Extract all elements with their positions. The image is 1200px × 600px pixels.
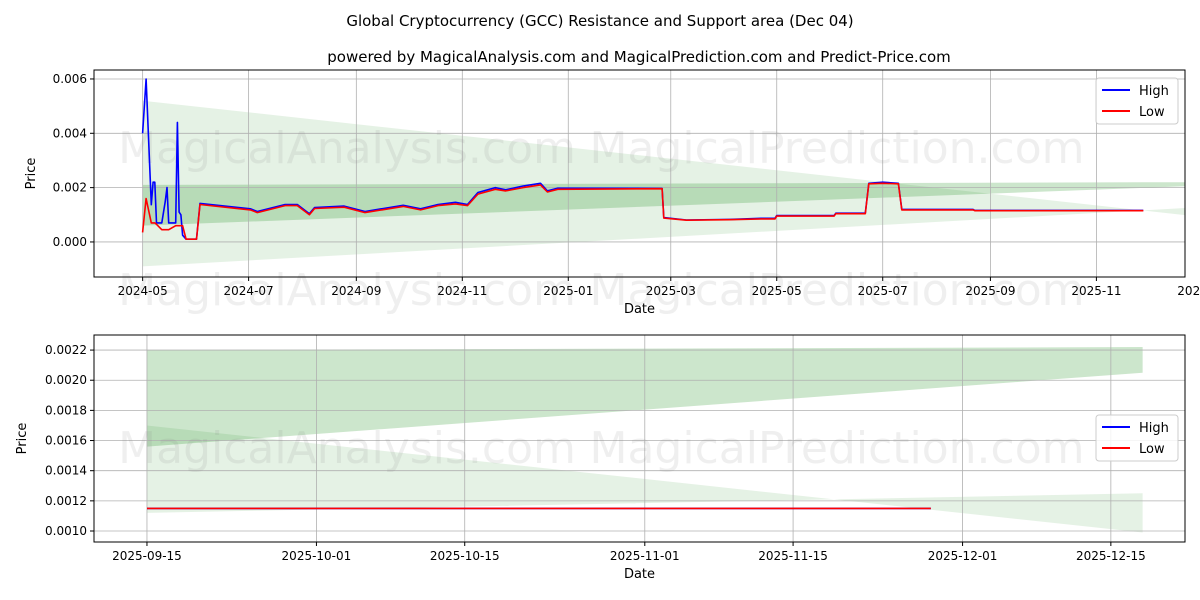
top-plot: 2024-05 2024-07 2024-09 2024-11 2025-01 2025-… <box>24 69 1200 317</box>
y-tick-label: 0.002 <box>53 181 87 195</box>
y-axis-label: Price <box>24 158 39 190</box>
y-tick-label: 0.006 <box>53 72 87 86</box>
watermark: MagicalAnalysis.com <box>118 265 576 316</box>
y-tick-label: 0.0022 <box>45 343 87 357</box>
x-tick-label: 2026-01 <box>1177 284 1200 298</box>
legend: High Low <box>1095 414 1179 462</box>
x-tick-label: 2025-11 <box>1071 284 1121 298</box>
legend-label-high: High <box>1139 421 1169 436</box>
chart-title: Global Cryptocurrency (GCC) Resistance a… <box>346 12 853 30</box>
watermark: MagicalPrediction.com <box>590 265 1085 316</box>
axes-frame <box>93 334 1186 543</box>
y-tick-label: 0.0018 <box>45 403 87 417</box>
x-axis-label: Date <box>624 567 655 582</box>
x-tick-label: 2024-09 <box>331 284 381 298</box>
legend: High Low <box>1095 77 1179 125</box>
x-tick-label: 2025-09-15 <box>112 549 182 563</box>
x-tick-label: 2024-05 <box>118 284 168 298</box>
support-band <box>142 100 1185 267</box>
chart-subtitle: powered by MagicalAnalysis.com and Magic… <box>327 48 951 66</box>
y-axis-label: Price <box>15 423 30 455</box>
x-tick-label: 2024-11 <box>437 284 487 298</box>
x-tick-label: 2024-07 <box>224 284 274 298</box>
y-tick-label: 0.0012 <box>45 494 87 508</box>
x-tick-label: 2025-03 <box>646 284 696 298</box>
watermark: MagicalPrediction.com <box>590 123 1085 174</box>
y-tick-label: 0.0014 <box>45 464 87 478</box>
x-tick-label: 2025-09 <box>965 284 1015 298</box>
watermark: MagicalPrediction.com <box>590 423 1085 474</box>
x-tick-label: 2025-11-01 <box>610 549 680 563</box>
x-tick-label: 2025-10-15 <box>430 549 500 563</box>
x-tick-label: 2025-07 <box>858 284 908 298</box>
watermark: MagicalAnalysis.com <box>118 423 576 474</box>
watermark: MagicalAnalysis.com <box>118 123 576 174</box>
x-axis-label: Date <box>624 302 655 317</box>
y-tick-label: 0.004 <box>53 126 87 140</box>
x-tick-label: 2025-05 <box>752 284 802 298</box>
legend-label-low: Low <box>1139 105 1165 120</box>
x-tick-label: 2025-11-15 <box>758 549 828 563</box>
legend-label-high: High <box>1139 84 1169 99</box>
bottom-plot: 2025-09-15 2025-10-01 2025-10-15 2025-11-01… <box>15 334 1186 582</box>
legend-label-low: Low <box>1139 442 1165 457</box>
x-tick-label: 2025-12-01 <box>928 549 998 563</box>
y-tick-label: 0.0010 <box>45 524 87 538</box>
y-tick-label: 0.000 <box>53 235 87 249</box>
axes-frame <box>93 69 1186 278</box>
y-tick-label: 0.0020 <box>45 373 87 387</box>
x-tick-label: 2025-12-15 <box>1076 549 1146 563</box>
x-tick-label: 2025-01 <box>543 284 593 298</box>
series-line-low <box>141 182 1144 240</box>
x-tick-label: 2025-10-01 <box>282 549 352 563</box>
resistance-band <box>142 182 1185 226</box>
y-tick-label: 0.0016 <box>45 434 87 448</box>
